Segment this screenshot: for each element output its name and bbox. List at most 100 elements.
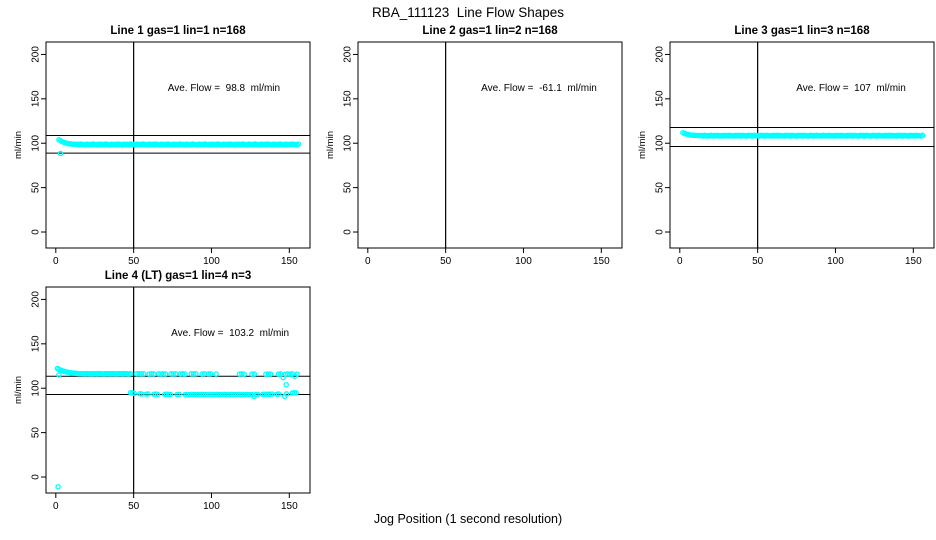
x-tick-label: 150 — [905, 256, 922, 264]
data-point — [131, 390, 138, 397]
panel-title: Line 2 gas=1 lin=2 n=168 — [422, 25, 558, 37]
y-tick-label: 100 — [31, 379, 42, 396]
y-tick-label: 150 — [31, 335, 42, 352]
x-tick-label: 100 — [515, 256, 532, 264]
panel-title: Line 4 (LT) gas=1 lin=4 n=3 — [105, 270, 251, 282]
chart-svg: Line 2 gas=1 lin=2 n=168 0 50 100 150 0 50 100 1… — [325, 25, 623, 267]
x-tick-label: 0 — [53, 256, 59, 264]
x-tick-label: 100 — [827, 256, 844, 264]
y-tick-label: 150 — [31, 90, 42, 107]
panel-line4-chart: Line 4 (LT) gas=1 lin=4 n=3 0 50 100 150 0 50 1… — [10, 267, 318, 512]
data-point — [193, 371, 199, 377]
data-point — [57, 150, 64, 157]
y-tick-label: 100 — [655, 134, 666, 151]
data-point — [56, 372, 62, 378]
data-point — [170, 371, 177, 377]
data-point — [293, 390, 299, 396]
data-point — [127, 370, 134, 377]
data-point — [145, 391, 151, 397]
data-point — [287, 371, 293, 377]
chart-svg: Line 4 (LT) gas=1 lin=4 n=3 0 50 100 150 0 50 1… — [13, 270, 311, 512]
panel-line1-chart: Line 1 gas=1 lin=1 n=168 0 50 100 150 0 50 100 1… — [10, 22, 318, 267]
y-tick-label: 0 — [31, 474, 42, 480]
ave-flow-annotation: Ave. Flow = 98.8 ml/min — [168, 83, 280, 94]
panel-line3-chart: Line 3 gas=1 lin=3 n=168 0 50 100 150 0 50 100 1… — [634, 22, 936, 267]
panel-line2-chart: Line 2 gas=1 lin=2 n=168 0 50 100 150 0 50 100 1… — [322, 22, 630, 267]
data-point — [255, 391, 261, 398]
data-point — [190, 371, 197, 377]
x-tick-label: 0 — [677, 256, 683, 264]
data-point — [267, 371, 274, 377]
data-point — [275, 371, 282, 377]
x-tick-label: 0 — [53, 501, 59, 509]
panel-title: Line 3 gas=1 lin=3 n=168 — [734, 25, 870, 37]
data-point — [283, 391, 290, 397]
y-tick-label: 200 — [655, 46, 666, 63]
data-point — [182, 371, 188, 377]
y-axis-label: ml/min — [13, 376, 24, 404]
data-point — [199, 371, 205, 377]
y-axis-label: ml/min — [637, 131, 648, 159]
data-point — [55, 484, 61, 490]
y-tick-label: 50 — [343, 182, 354, 194]
y-tick-label: 100 — [31, 134, 42, 151]
y-tick-label: 200 — [31, 291, 42, 308]
plot-box — [357, 41, 623, 249]
data-point — [213, 371, 219, 377]
y-axis-label: ml/min — [325, 131, 336, 159]
data-point — [165, 391, 172, 398]
x-tick-label: 50 — [128, 501, 140, 509]
y-tick-label: 150 — [655, 90, 666, 107]
x-tick-label: 100 — [203, 501, 220, 509]
data-point — [141, 371, 147, 377]
data-point — [919, 132, 926, 139]
data-point — [179, 371, 186, 377]
data-point — [241, 371, 247, 377]
data-point — [174, 391, 180, 398]
data-point — [239, 371, 245, 377]
data-point — [265, 371, 272, 377]
plot-box — [45, 41, 311, 249]
y-axis-label: ml/min — [13, 131, 24, 159]
data-point — [207, 371, 214, 377]
y-tick-label: 50 — [31, 182, 42, 194]
data-point — [162, 371, 169, 377]
y-tick-label: 50 — [655, 182, 666, 194]
data-point — [148, 371, 155, 377]
data-point — [275, 391, 282, 397]
plot-box — [669, 41, 935, 249]
data-point — [205, 371, 212, 377]
panel-title: Line 1 gas=1 lin=1 n=168 — [110, 25, 246, 37]
y-tick-label: 150 — [343, 90, 354, 107]
x-tick-label: 50 — [440, 256, 452, 264]
figure-title: RBA_111123 Line Flow Shapes — [371, 5, 565, 20]
shared-x-axis-label: Jog Position (1 second resolution) — [373, 512, 563, 526]
ave-flow-annotation: Ave. Flow = 107 ml/min — [796, 83, 906, 94]
data-point — [251, 371, 258, 377]
y-tick-label: 0 — [655, 229, 666, 235]
y-tick-label: 50 — [31, 427, 42, 439]
y-tick-label: 200 — [31, 46, 42, 63]
y-tick-label: 100 — [343, 134, 354, 151]
data-point — [176, 391, 182, 398]
x-tick-label: 150 — [281, 501, 298, 509]
x-tick-label: 100 — [203, 256, 220, 264]
x-tick-label: 150 — [593, 256, 610, 264]
data-point — [283, 381, 289, 388]
y-tick-label: 0 — [343, 229, 354, 235]
data-point — [138, 371, 145, 377]
data-point — [295, 141, 302, 147]
data-point — [154, 391, 161, 398]
ave-flow-annotation: Ave. Flow = -61.1 ml/min — [481, 83, 597, 94]
data-point — [294, 371, 300, 377]
data-point — [253, 391, 259, 398]
chart-svg: Line 3 gas=1 lin=3 n=168 0 50 100 150 0 50 100 1… — [637, 25, 935, 267]
plot-box — [45, 286, 311, 494]
data-point — [160, 371, 166, 377]
chart-svg: Line 1 gas=1 lin=1 n=168 0 50 100 150 0 50 100 1… — [13, 25, 311, 267]
y-tick-label: 0 — [31, 229, 42, 235]
data-point — [249, 371, 255, 377]
data-point — [167, 391, 174, 398]
x-tick-label: 0 — [365, 256, 371, 264]
x-tick-label: 50 — [752, 256, 764, 264]
